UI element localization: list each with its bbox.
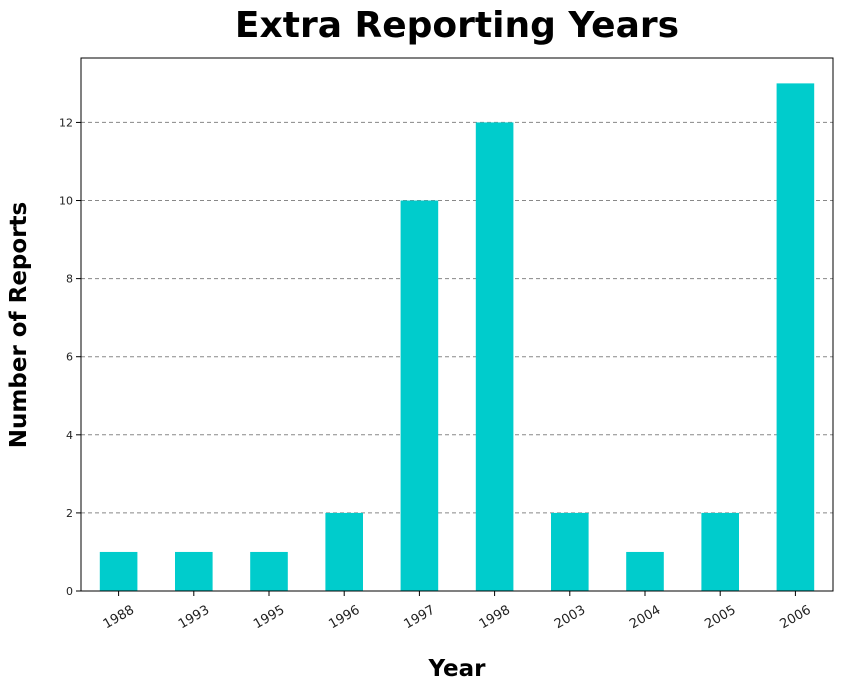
bar-2005 xyxy=(701,512,739,591)
y-tick-label: 4 xyxy=(66,429,73,442)
x-tick-label: 2004 xyxy=(627,603,663,633)
bar-2004 xyxy=(626,551,664,591)
x-tick-label: 1995 xyxy=(251,603,287,633)
y-axis-label: Number of Reports xyxy=(6,202,32,448)
bar-1997 xyxy=(400,200,439,591)
bar-1988 xyxy=(99,551,138,591)
bar-2006 xyxy=(776,83,815,591)
bar-1993 xyxy=(175,551,213,591)
x-tick-label: 1997 xyxy=(402,603,438,633)
x-tick-label: 2005 xyxy=(702,603,738,633)
x-axis-ticks: 1988 1993 1995 1996 1997 1998 2003 2004 2005 2006 xyxy=(101,591,814,632)
bars xyxy=(99,83,815,591)
x-tick-label: 1996 xyxy=(326,603,362,633)
y-tick-label: 2 xyxy=(66,507,73,520)
x-tick-label: 2003 xyxy=(552,603,588,633)
bar-1996 xyxy=(325,512,363,591)
x-tick-label: 1993 xyxy=(176,603,212,633)
y-tick-label: 8 xyxy=(66,273,73,286)
y-axis-ticks: 0 2 4 6 8 10 12 xyxy=(59,116,81,598)
x-axis-label: Year xyxy=(427,656,486,682)
y-tick-label: 6 xyxy=(66,351,73,364)
y-tick-label: 0 xyxy=(66,585,73,598)
grid-lines xyxy=(81,121,833,514)
bar-2003 xyxy=(551,512,589,591)
plot-frame xyxy=(80,57,834,592)
x-tick-label: 2006 xyxy=(778,603,814,633)
y-tick-label: 10 xyxy=(59,195,73,208)
bar-1998 xyxy=(475,122,514,591)
x-tick-label: 1998 xyxy=(477,603,513,633)
x-tick-label: 1988 xyxy=(101,603,137,633)
chart-title: Extra Reporting Years xyxy=(235,5,679,46)
y-tick-label: 12 xyxy=(59,116,73,129)
bar-1995 xyxy=(250,551,288,591)
